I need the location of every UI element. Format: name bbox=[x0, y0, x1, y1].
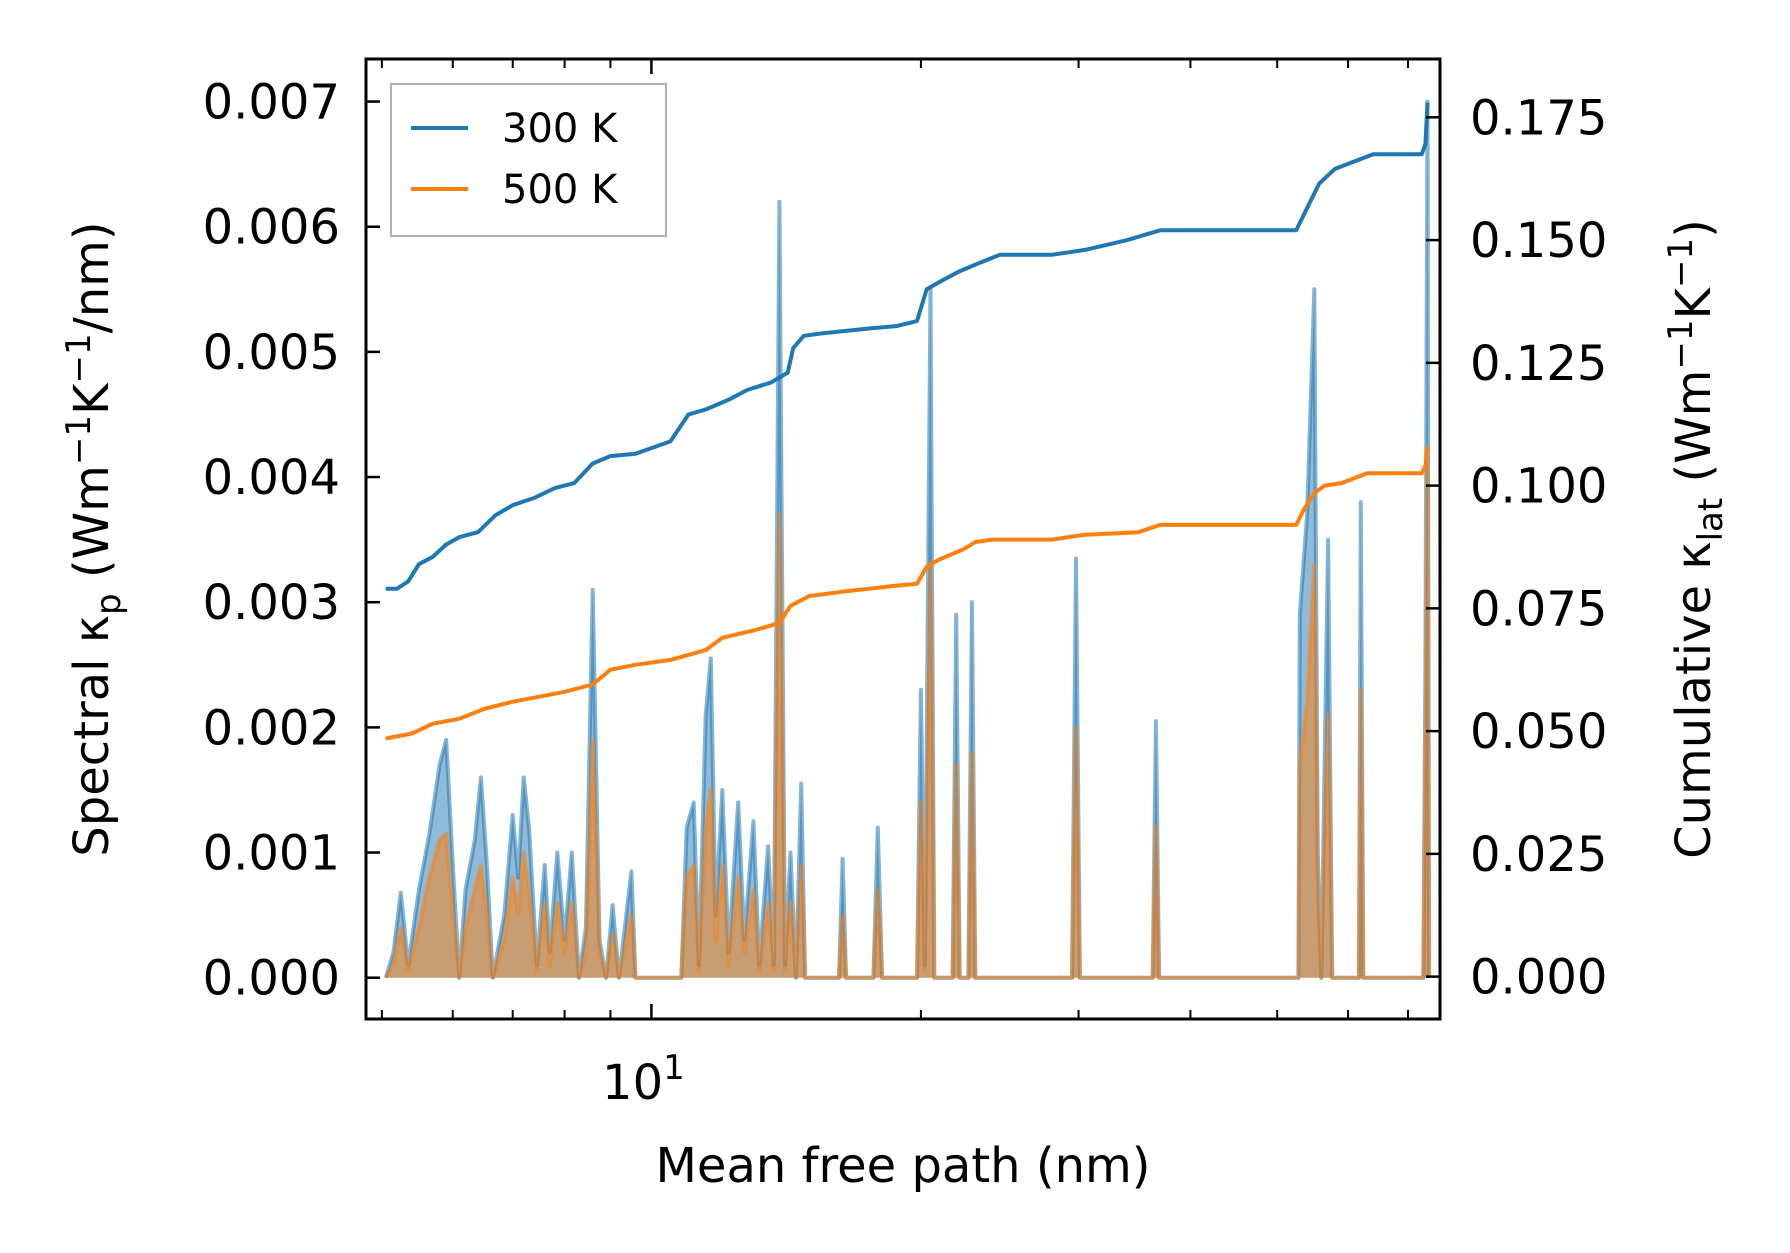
left-tick-label-6: 0.006 bbox=[203, 200, 340, 256]
legend-box bbox=[390, 83, 667, 237]
spectral-line-1 bbox=[383, 450, 1432, 980]
right-tick-label-3: 0.075 bbox=[1470, 581, 1607, 637]
left-tick-label-4: 0.004 bbox=[203, 450, 340, 506]
x-major-tick-label-0: 101 bbox=[602, 1048, 685, 1111]
x-axis-title: Mean free path (nm) bbox=[656, 1138, 1151, 1194]
legend: 300 K 500 K bbox=[390, 83, 667, 237]
ticks: 0.000 0.001 0.002 0.003 0.004 0.005 0.006 0.007… bbox=[203, 59, 1607, 1111]
right-tick-label-5: 0.125 bbox=[1470, 336, 1607, 392]
right-tick-label-1: 0.025 bbox=[1470, 827, 1607, 883]
right-tick-label-7: 0.175 bbox=[1470, 90, 1607, 146]
spectral-area-1 bbox=[385, 452, 1430, 978]
right-axis-title: Cumulative κlat (Wm−1K−1) bbox=[1661, 219, 1731, 859]
plot-frame bbox=[364, 57, 1442, 1021]
left-tick-label-3: 0.003 bbox=[203, 575, 340, 631]
legend-label-500k: 500 K bbox=[502, 167, 619, 213]
left-tick-label-0: 0.000 bbox=[203, 951, 340, 1007]
left-tick-label-7: 0.007 bbox=[203, 75, 340, 131]
cumulative-line-0 bbox=[385, 102, 1430, 591]
right-tick-label-2: 0.050 bbox=[1470, 704, 1607, 760]
spectral-lines bbox=[383, 99, 1432, 980]
legend-label-300k: 300 K bbox=[502, 106, 619, 152]
right-tick-label-4: 0.100 bbox=[1470, 459, 1607, 515]
cumulative-line-1 bbox=[385, 446, 1430, 741]
left-tick-label-1: 0.001 bbox=[203, 826, 340, 882]
right-tick-label-6: 0.150 bbox=[1470, 213, 1607, 269]
left-axis-title: Spectral κp (Wm−1K−1/nm) bbox=[59, 221, 129, 856]
left-tick-label-5: 0.005 bbox=[203, 325, 340, 381]
cumulative-lines bbox=[385, 102, 1430, 741]
right-tick-label-0: 0.000 bbox=[1470, 950, 1607, 1006]
left-tick-label-2: 0.002 bbox=[203, 700, 340, 756]
